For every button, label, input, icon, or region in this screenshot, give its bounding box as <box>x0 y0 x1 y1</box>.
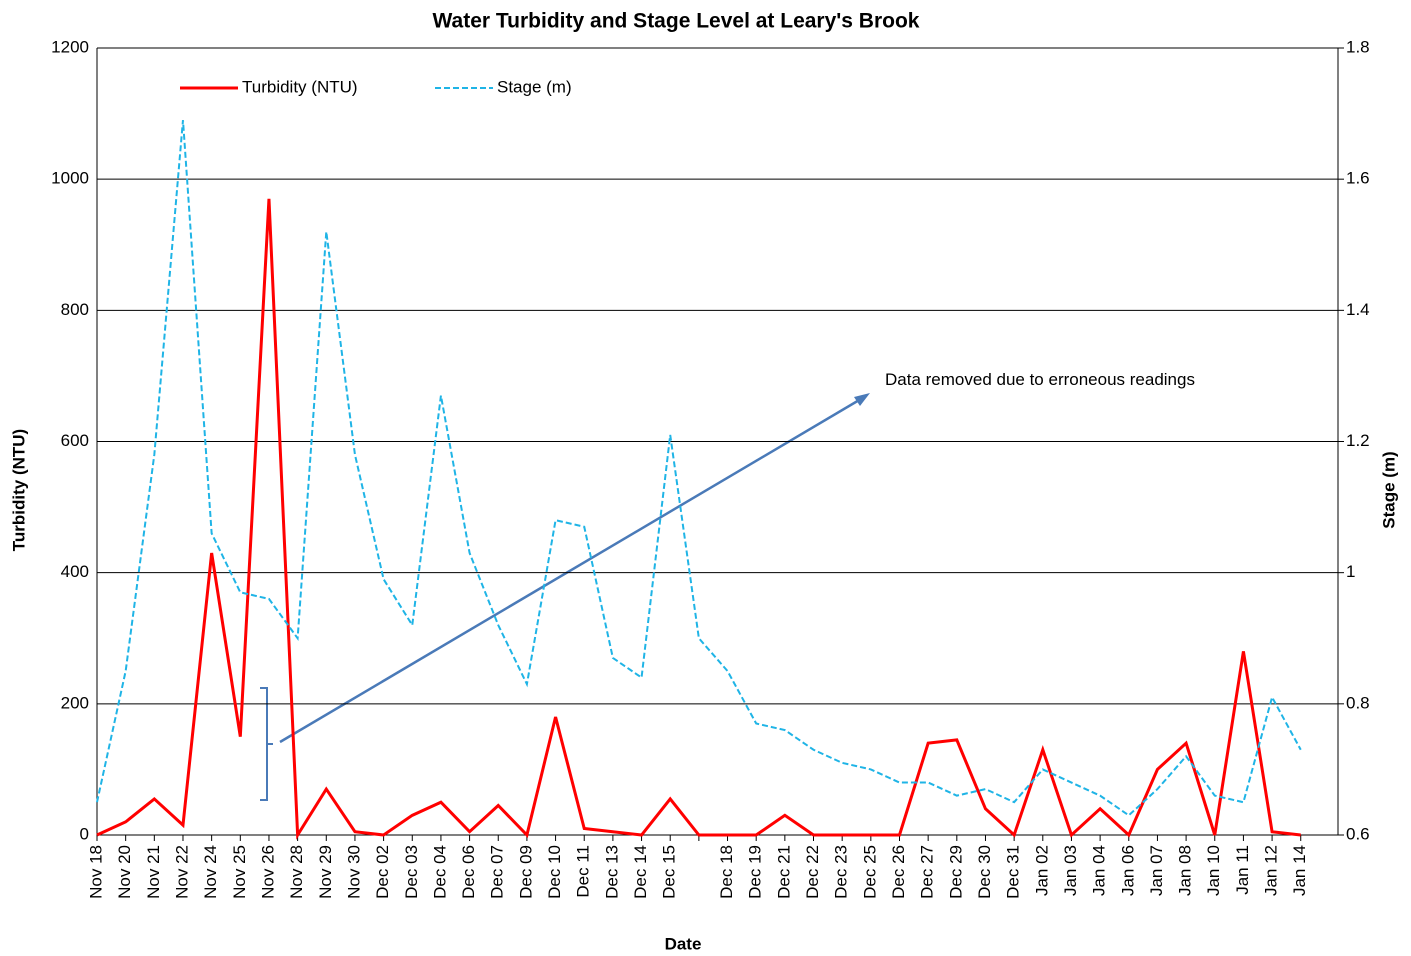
x-tick-label: Dec 09 <box>516 845 535 899</box>
x-tick-label: Dec 18 <box>717 845 736 899</box>
x-tick-label: Dec 02 <box>373 845 392 899</box>
x-tick-label: Dec 15 <box>660 845 679 899</box>
x-tick-label: Dec 07 <box>488 845 507 899</box>
y2-tick-label: 1.6 <box>1346 169 1370 188</box>
x-tick-label: Dec 26 <box>889 845 908 899</box>
x-tick-label: Dec 03 <box>402 845 421 899</box>
y-tick-label: 800 <box>61 300 89 319</box>
series-line <box>96 198 1301 840</box>
x-tick-label: Jan 08 <box>1176 845 1195 896</box>
x-tick-label: Nov 22 <box>172 845 191 899</box>
x-tick-label: Dec 21 <box>774 845 793 899</box>
y2-tick-label: 1.8 <box>1346 37 1370 56</box>
x-tick-label: Dec 22 <box>803 845 822 899</box>
x-tick-label: Nov 29 <box>316 845 335 899</box>
x-tick-label: Jan 10 <box>1204 845 1223 896</box>
x-tick-label: Dec 29 <box>946 845 965 899</box>
x-tick-label: Jan 04 <box>1090 845 1109 896</box>
x-tick-label: Jan 07 <box>1147 845 1166 896</box>
annotation: Data removed due to erroneous readings <box>885 370 1195 389</box>
y-tick-label: 400 <box>61 562 89 581</box>
y2-tick-label: 1.2 <box>1346 431 1370 450</box>
x-tick-label: Dec 27 <box>918 845 937 899</box>
y-axis-label: Turbidity (NTU) <box>9 429 28 551</box>
chart-title: Water Turbidity and Stage Level at Leary… <box>433 10 920 33</box>
x-tick-label: Nov 25 <box>230 845 249 899</box>
x-axis-label: Date <box>665 934 702 953</box>
annotation-bracket <box>260 687 273 801</box>
y2-tick-label: 1 <box>1346 562 1355 581</box>
y-tick-label: 200 <box>61 693 89 712</box>
x-tick-label: Nov 26 <box>258 845 277 899</box>
y2-tick-label: 0.6 <box>1346 824 1370 843</box>
y2-tick-label: 0.8 <box>1346 693 1370 712</box>
annotation-box: Data removed due to erroneous readings <box>885 370 1195 389</box>
x-tick-label: Jan 02 <box>1032 845 1051 896</box>
y-tick-label: 1200 <box>51 37 89 56</box>
x-tick-label: Dec 31 <box>1004 845 1023 899</box>
x-tick-label: Jan 03 <box>1061 845 1080 896</box>
y-tick-label: 600 <box>61 431 89 450</box>
x-tick-label: Dec 10 <box>545 845 564 899</box>
x-tick-label: Nov 28 <box>287 845 306 899</box>
series-line <box>96 120 1302 817</box>
x-tick-label: Nov 18 <box>86 845 105 899</box>
x-tick-label: Jan 06 <box>1118 845 1137 896</box>
x-tick-label: Dec 14 <box>631 845 650 899</box>
y-tick-label: 1000 <box>51 169 89 188</box>
x-tick-label: Dec 06 <box>459 845 478 899</box>
y-tick-label: 0 <box>80 824 89 843</box>
x-tick-label: Jan 12 <box>1262 845 1281 896</box>
legend-label: Stage (m) <box>497 77 572 96</box>
x-tick-label: Dec 13 <box>602 845 621 899</box>
x-tick-label: Jan 11 <box>1233 845 1252 895</box>
annotation-arrow <box>279 394 867 744</box>
x-tick-label: Jan 14 <box>1290 845 1309 896</box>
arrow-head <box>854 393 870 406</box>
x-tick-label: Nov 30 <box>344 845 363 899</box>
legend-label: Turbidity (NTU) <box>242 77 358 96</box>
x-tick-label: Dec 23 <box>832 845 851 899</box>
y2-axis-label: Stage (m) <box>1379 451 1398 528</box>
x-tick-label: Nov 24 <box>201 845 220 899</box>
x-tick-label: Nov 21 <box>144 845 163 899</box>
x-tick-label: Nov 20 <box>115 845 134 899</box>
x-tick-label: Dec 19 <box>746 845 765 899</box>
x-tick-label: Dec 30 <box>975 845 994 899</box>
x-tick-label: Dec 25 <box>860 845 879 899</box>
x-tick-label: Dec 11 <box>574 845 593 898</box>
x-tick-label: Dec 04 <box>430 845 449 899</box>
y2-tick-label: 1.4 <box>1346 300 1370 319</box>
